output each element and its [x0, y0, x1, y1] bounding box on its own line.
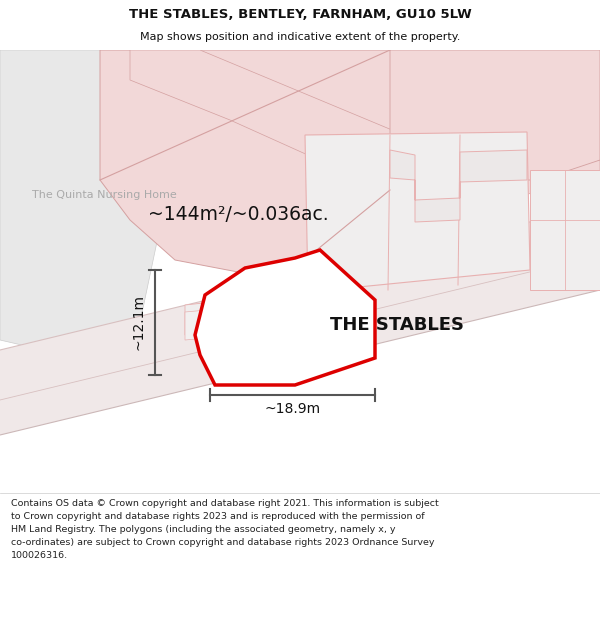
Text: ~12.1m: ~12.1m: [132, 294, 146, 351]
Polygon shape: [195, 250, 375, 385]
Polygon shape: [100, 50, 430, 280]
Polygon shape: [390, 50, 600, 180]
Polygon shape: [0, 50, 170, 370]
Polygon shape: [185, 292, 305, 335]
Text: THE STABLES: THE STABLES: [330, 316, 464, 334]
Polygon shape: [185, 310, 207, 340]
Polygon shape: [257, 310, 279, 340]
Polygon shape: [530, 170, 600, 290]
Text: Map shows position and indicative extent of the property.: Map shows position and indicative extent…: [140, 32, 460, 43]
Polygon shape: [305, 132, 530, 292]
Text: ~18.9m: ~18.9m: [265, 402, 320, 416]
Text: Contains OS data © Crown copyright and database right 2021. This information is : Contains OS data © Crown copyright and d…: [11, 499, 439, 560]
Text: The Quinta Nursing Home: The Quinta Nursing Home: [32, 190, 177, 200]
Polygon shape: [0, 205, 600, 435]
Polygon shape: [233, 310, 255, 340]
Text: THE STABLES, BENTLEY, FARNHAM, GU10 5LW: THE STABLES, BENTLEY, FARNHAM, GU10 5LW: [128, 9, 472, 21]
Polygon shape: [130, 50, 600, 210]
Polygon shape: [390, 150, 527, 222]
Polygon shape: [281, 310, 303, 340]
Text: ~144m²/~0.036ac.: ~144m²/~0.036ac.: [148, 206, 329, 224]
Polygon shape: [209, 310, 231, 340]
